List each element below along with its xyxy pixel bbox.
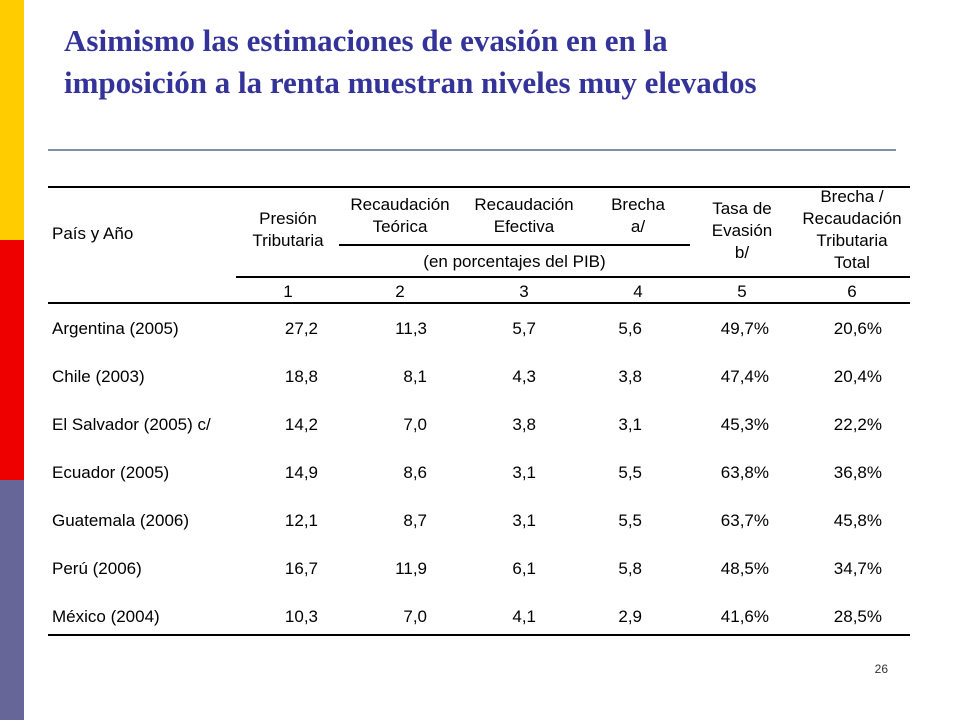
table-cell-col-1: 14,2: [284, 415, 318, 434]
table-cell-col-5: 49,7%: [720, 319, 769, 338]
table-cell-col-1: 16,7: [284, 559, 318, 578]
table-row-country: México (2004): [52, 607, 160, 626]
header-col-2: Recaudación Teórica: [339, 194, 461, 238]
column-number: 1: [283, 282, 293, 301]
table-cell-col-5: 63,8%: [720, 463, 769, 482]
title-divider: [48, 149, 896, 151]
header-col-6-line: Recaudación: [802, 209, 902, 228]
table-cell-col-1: 14,9: [284, 463, 318, 482]
table-row-country: Perú (2006): [52, 559, 142, 578]
table-cell-col-2: 7,0: [403, 415, 427, 434]
header-col-5-line: Evasión: [711, 221, 773, 240]
table-cell-col-4: 3,8: [618, 367, 642, 386]
table-row-country: Guatemala (2006): [52, 511, 190, 530]
table-cell-col-3: 3,8: [512, 415, 536, 434]
column-number: 2: [395, 282, 405, 301]
table-top-rule: [48, 186, 910, 188]
column-number: 6: [847, 282, 857, 301]
table-cell-col-2: 7,0: [403, 607, 427, 626]
table-cell-col-2: 11,9: [395, 559, 427, 578]
table-cell-col-1: 18,8: [284, 367, 318, 386]
header-col-5-line: Tasa de: [712, 199, 772, 218]
table-cell-col-3: 6,1: [512, 559, 536, 578]
table-cell-col-4: 5,6: [618, 319, 642, 338]
table-cell-col-6: 28,5%: [833, 607, 882, 626]
column-number: 3: [519, 282, 529, 301]
column-number: 4: [633, 282, 643, 301]
header-col-4-line: Brecha: [611, 195, 665, 214]
header-col-6-line: Brecha /: [820, 187, 884, 206]
header-col-4-line: a/: [630, 217, 646, 236]
accent-bar-red: [0, 240, 24, 480]
table-cell-col-3: 5,7: [512, 319, 536, 338]
table-row-country: El Salvador (2005) c/: [52, 415, 211, 434]
slide-title-line-2: imposición a la renta muestran niveles m…: [64, 65, 757, 100]
slide-title-line-1: Asimismo las estimaciones de evasión en …: [64, 23, 668, 58]
table-cell-col-1: 12,1: [284, 511, 318, 530]
table-cell-col-5: 47,4%: [720, 367, 769, 386]
table-cell-col-5: 45,3%: [720, 415, 769, 434]
table-cell-col-4: 5,5: [618, 511, 642, 530]
table-cell-col-6: 20,6%: [833, 319, 882, 338]
table-header-rule: [236, 276, 910, 278]
header-subheader: (en porcentajes del PIB): [423, 252, 606, 271]
table-cell-col-6: 20,4%: [833, 367, 882, 386]
slide-title: Asimismo las estimaciones de evasión en …: [64, 20, 944, 104]
header-country: País y Año: [52, 224, 134, 243]
table-cell-col-4: 5,5: [618, 463, 642, 482]
evasion-table: País y Año Presión Tributaria Recaudació…: [48, 186, 910, 636]
table-cell-col-2: 8,7: [403, 511, 427, 530]
table-cell-col-2: 8,1: [403, 367, 427, 386]
header-col-6: Brecha / Recaudación Tributaria Total: [794, 186, 910, 276]
header-col-5: Tasa de Evasión b/: [690, 198, 794, 264]
header-col-1-line: Tributaria: [252, 231, 324, 250]
table-cell-col-3: 3,1: [512, 463, 536, 482]
column-number: 5: [737, 282, 747, 301]
table-cell-col-6: 36,8%: [833, 463, 882, 482]
table-cell-col-6: 22,2%: [833, 415, 882, 434]
header-col-6-line: Total: [834, 253, 870, 272]
accent-bar-blue: [0, 480, 24, 720]
table-cell-col-6: 34,7%: [833, 559, 882, 578]
header-col-3: Recaudación Efectiva: [461, 194, 587, 238]
table-cell-col-6: 45,8%: [833, 511, 882, 530]
header-col-1-line: Presión: [259, 209, 317, 228]
header-col-1: Presión Tributaria: [236, 208, 340, 252]
table-row-country: Argentina (2005): [52, 319, 179, 338]
header-col-3-line: Recaudación: [474, 195, 574, 214]
table-cell-col-4: 5,8: [618, 559, 642, 578]
table-cell-col-3: 4,3: [512, 367, 536, 386]
table-cell-col-2: 11,3: [395, 319, 427, 338]
header-col-3-line: Efectiva: [493, 217, 555, 236]
table-subheader-rule: [339, 244, 690, 246]
table-bottom-rule: [48, 634, 910, 636]
table-cell-col-1: 10,3: [284, 607, 318, 626]
accent-bar-yellow: [0, 0, 24, 240]
page-number: 26: [874, 662, 888, 676]
table-cell-col-5: 41,6%: [720, 607, 769, 626]
header-col-2-line: Teórica: [372, 217, 428, 236]
table-cell-col-4: 3,1: [618, 415, 642, 434]
header-col-4: Brecha a/: [593, 194, 683, 238]
header-col-2-line: Recaudación: [350, 195, 450, 214]
table-row-country: Chile (2003): [52, 367, 145, 386]
table-cell-col-4: 2,9: [618, 607, 642, 626]
table-cell-col-2: 8,6: [403, 463, 427, 482]
table-cell-col-5: 63,7%: [720, 511, 769, 530]
header-col-6-line: Tributaria: [816, 231, 888, 250]
table-number-rule: [48, 302, 910, 304]
header-col-5-line: b/: [734, 243, 750, 262]
table-cell-col-5: 48,5%: [720, 559, 769, 578]
table-row-country: Ecuador (2005): [52, 463, 170, 482]
table-cell-col-1: 27,2: [284, 319, 318, 338]
table-cell-col-3: 3,1: [512, 511, 536, 530]
table-cell-col-3: 4,1: [512, 607, 536, 626]
